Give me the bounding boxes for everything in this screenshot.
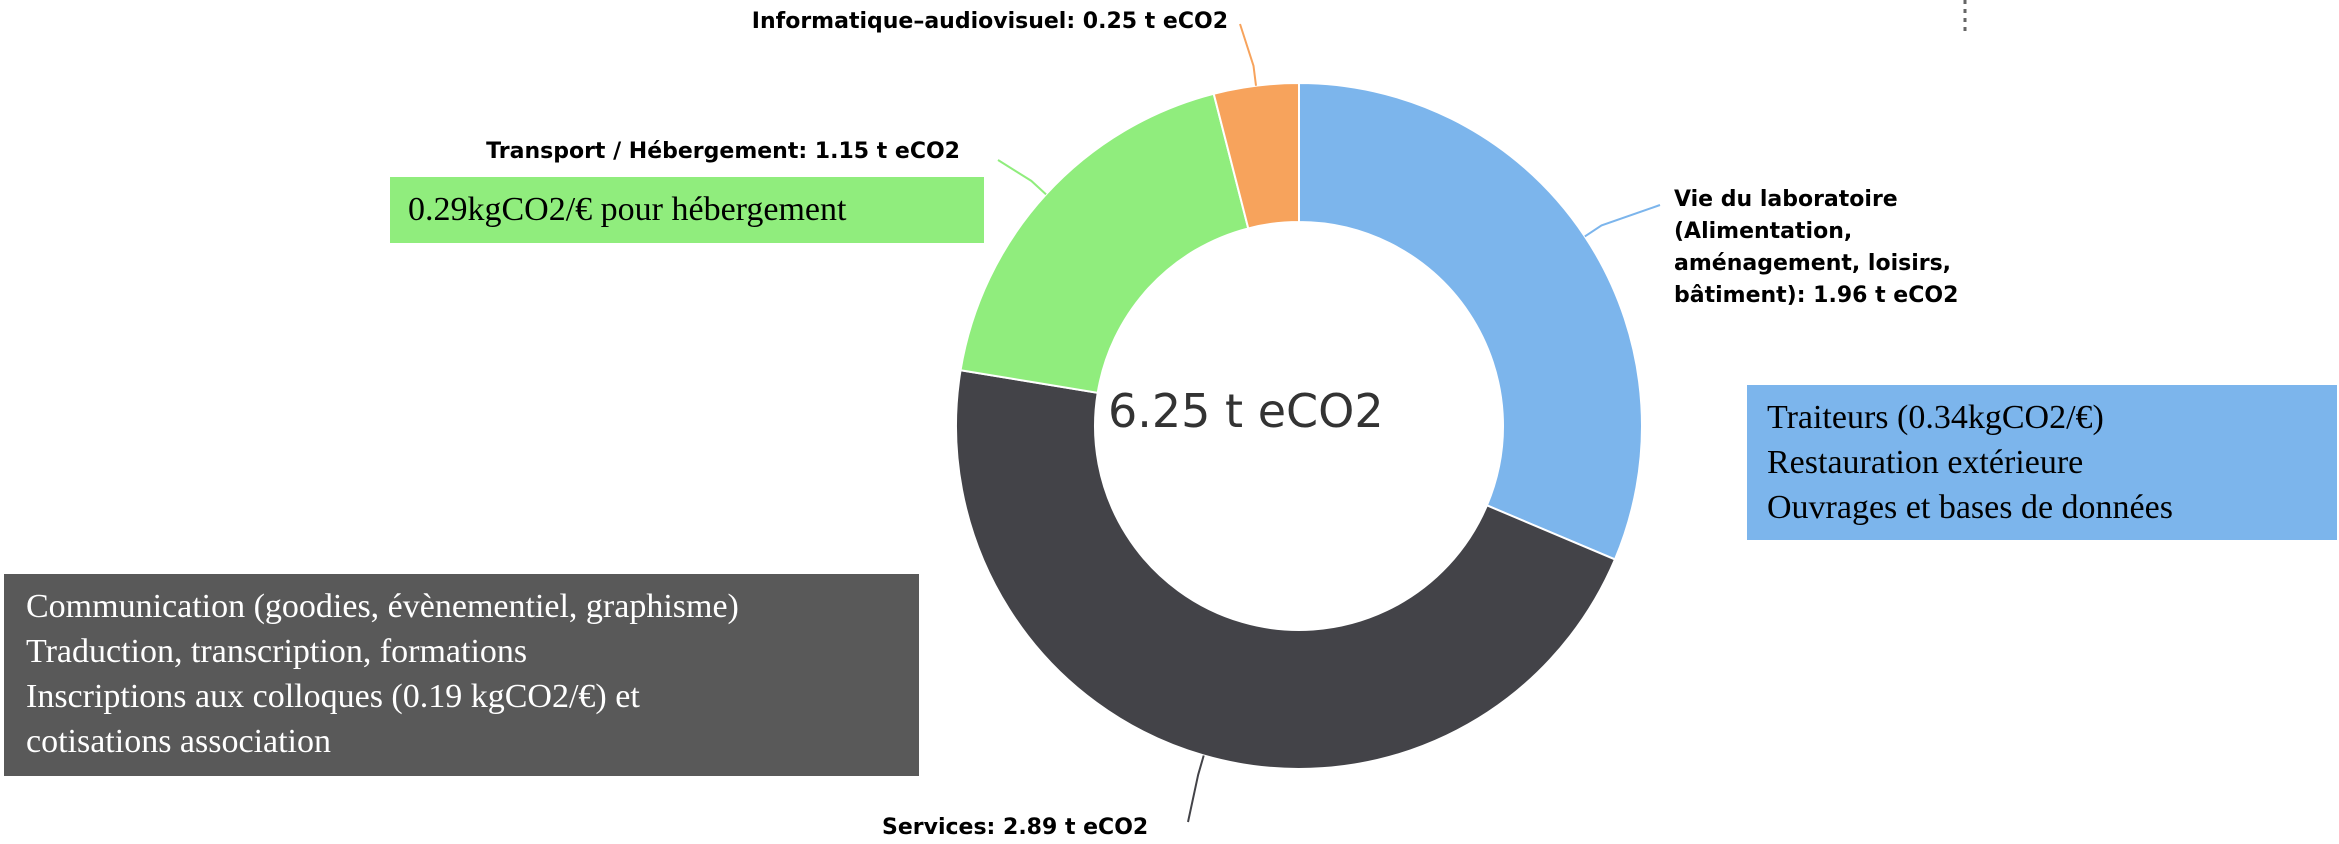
annotation-box: Traiteurs (0.34kgCO2/€) Restauration exté… bbox=[1747, 385, 2337, 540]
connector bbox=[1187, 755, 1205, 823]
data-label: Informatique–audiovisuel: 0.25 t eCO2 bbox=[751, 9, 1228, 34]
annotation-line: Communication (goodies, évènementiel, gr… bbox=[26, 588, 739, 625]
annotation-line: Ouvrages et bases de données bbox=[1767, 489, 2173, 526]
data-label: Transport / Hébergement: 1.15 t eCO2 bbox=[486, 139, 960, 164]
annotation-line: cotisations association bbox=[26, 723, 332, 760]
connector bbox=[1584, 204, 1661, 238]
donut-slice bbox=[1212, 81, 1300, 230]
donut-slice bbox=[1298, 81, 1644, 561]
annotation-line: Inscriptions aux colloques (0.19 kgCO2/€… bbox=[26, 678, 640, 715]
donut-slice bbox=[959, 92, 1250, 394]
annotation-box: Communication (goodies, évènementiel, gr… bbox=[4, 574, 919, 776]
annotation-line: Traiteurs (0.34kgCO2/€) bbox=[1767, 399, 2104, 436]
donut-slice bbox=[955, 369, 1617, 771]
annotation-box: 0.29kgCO2/€ pour hébergement bbox=[390, 177, 984, 243]
center-label: 6.25 t eCO2 bbox=[1108, 384, 1384, 438]
annotation-line: Restauration extérieure bbox=[1767, 444, 2084, 481]
data-label: Services: 2.89 t eCO2 bbox=[882, 815, 1149, 840]
annotation-line: 0.29kgCO2/€ pour hébergement bbox=[408, 191, 847, 228]
connector bbox=[997, 159, 1047, 196]
annotation-line: Traduction, transcription, formations bbox=[26, 633, 528, 670]
data-label: Vie du laboratoire (Alimentation, aménag… bbox=[1674, 187, 1959, 308]
connector bbox=[1239, 23, 1258, 86]
